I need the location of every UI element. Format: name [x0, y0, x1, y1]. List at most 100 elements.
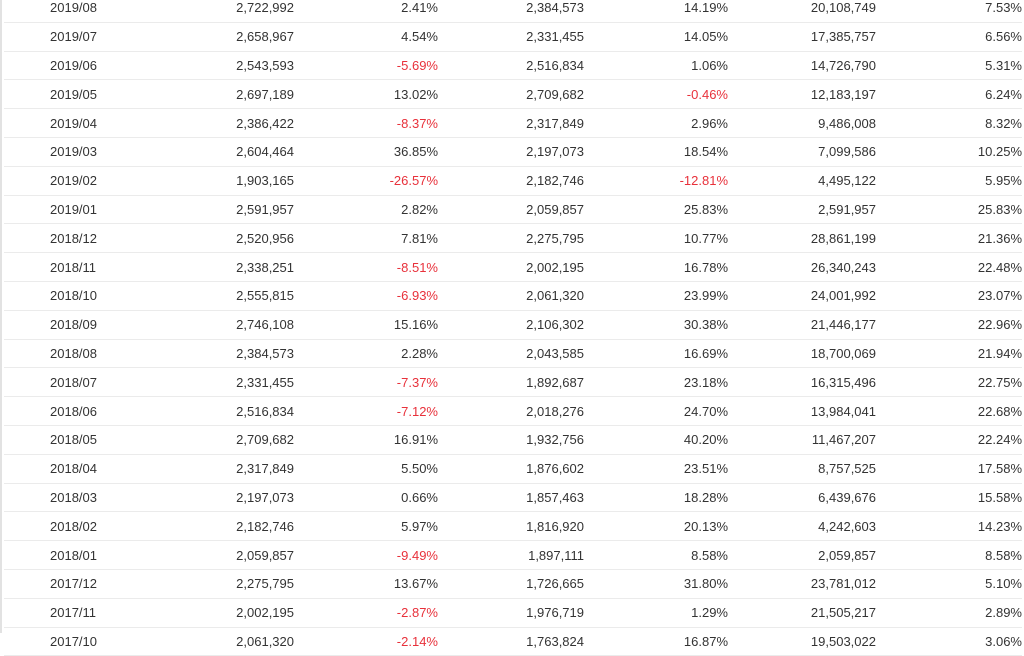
cumulative-pct-cell: 21.94% — [876, 339, 1022, 369]
cumulative-cell: 13,984,041 — [728, 396, 876, 426]
change-pct-cell: 2.28% — [294, 339, 438, 369]
cumulative-cell: 21,446,177 — [728, 310, 876, 340]
cumulative-pct-cell: 22.96% — [876, 310, 1022, 340]
table-row: 2018/03 2,197,073 0.66% 1,857,463 18.28% 6,43… — [4, 483, 1022, 513]
prior-value-cell: 1,876,602 — [438, 454, 584, 484]
yoy-pct-cell: 25.83% — [584, 195, 728, 225]
cumulative-cell: 11,467,207 — [728, 425, 876, 455]
month-cell: 2018/08 — [4, 339, 172, 369]
month-cell: 2018/07 — [4, 367, 172, 398]
table-row: 2018/01 2,059,857 -9.49% 1,897,111 8.58% 2,05… — [4, 540, 1022, 570]
cumulative-pct-cell: 6.24% — [876, 79, 1022, 110]
value-cell: 2,384,573 — [172, 339, 294, 369]
month-cell: 2018/04 — [4, 454, 172, 484]
change-pct-cell: -8.51% — [294, 252, 438, 282]
month-cell: 2018/10 — [4, 281, 172, 311]
month-cell: 2019/03 — [4, 137, 172, 167]
yoy-pct-cell: 23.51% — [584, 454, 728, 484]
value-cell: 2,002,195 — [172, 598, 294, 628]
yoy-pct-cell: 30.38% — [584, 310, 728, 340]
table-row: 2018/12 2,520,956 7.81% 2,275,795 10.77% 28,8… — [4, 223, 1022, 254]
value-cell: 2,275,795 — [172, 569, 294, 599]
yoy-pct-cell: 2.96% — [584, 108, 728, 138]
change-pct-cell: -2.87% — [294, 598, 438, 628]
cumulative-pct-cell: 6.56% — [876, 22, 1022, 52]
change-pct-cell: -26.57% — [294, 166, 438, 196]
prior-value-cell: 1,932,756 — [438, 425, 584, 455]
cumulative-pct-cell: 3.06% — [876, 627, 1022, 656]
table-row: 2019/07 2,658,967 4.54% 2,331,455 14.05% 17,3… — [4, 22, 1022, 52]
yoy-pct-cell: 18.28% — [584, 483, 728, 513]
cumulative-pct-cell: 14.23% — [876, 511, 1022, 542]
change-pct-cell: -5.69% — [294, 51, 438, 81]
month-cell: 2018/05 — [4, 425, 172, 455]
cumulative-pct-cell: 10.25% — [876, 137, 1022, 167]
table-row: 2019/05 2,697,189 13.02% 2,709,682 -0.46% 12,… — [4, 79, 1022, 110]
cumulative-cell: 26,340,243 — [728, 252, 876, 282]
table-row: 2017/12 2,275,795 13.67% 1,726,665 31.80% 23,… — [4, 569, 1022, 599]
value-cell: 2,331,455 — [172, 367, 294, 398]
cumulative-pct-cell: 22.75% — [876, 367, 1022, 398]
value-cell: 2,555,815 — [172, 281, 294, 311]
yoy-pct-cell: 8.58% — [584, 540, 728, 570]
change-pct-cell: -6.93% — [294, 281, 438, 311]
value-cell: 2,543,593 — [172, 51, 294, 81]
cumulative-cell: 4,242,603 — [728, 511, 876, 542]
prior-value-cell: 2,182,746 — [438, 166, 584, 196]
month-cell: 2019/01 — [4, 195, 172, 225]
yoy-pct-cell: 10.77% — [584, 223, 728, 254]
cumulative-cell: 12,183,197 — [728, 79, 876, 110]
change-pct-cell: -7.12% — [294, 396, 438, 426]
change-pct-cell: 13.67% — [294, 569, 438, 599]
yoy-pct-cell: 40.20% — [584, 425, 728, 455]
cumulative-cell: 8,757,525 — [728, 454, 876, 484]
table-row: 2019/06 2,543,593 -5.69% 2,516,834 1.06% 14,7… — [4, 51, 1022, 81]
change-pct-cell: 36.85% — [294, 137, 438, 167]
yoy-pct-cell: 1.06% — [584, 51, 728, 81]
cumulative-cell: 7,099,586 — [728, 137, 876, 167]
cumulative-pct-cell: 5.31% — [876, 51, 1022, 81]
yoy-pct-cell: 16.69% — [584, 339, 728, 369]
month-cell: 2017/10 — [4, 627, 172, 656]
cumulative-pct-cell: 8.58% — [876, 540, 1022, 570]
value-cell: 2,061,320 — [172, 627, 294, 656]
change-pct-cell: 7.81% — [294, 223, 438, 254]
table-row: 2018/08 2,384,573 2.28% 2,043,585 16.69% 18,7… — [4, 339, 1022, 369]
prior-value-cell: 1,857,463 — [438, 483, 584, 513]
prior-value-cell: 2,384,573 — [438, 0, 584, 23]
value-cell: 2,709,682 — [172, 425, 294, 455]
value-cell: 2,317,849 — [172, 454, 294, 484]
value-cell: 2,516,834 — [172, 396, 294, 426]
prior-value-cell: 1,726,665 — [438, 569, 584, 599]
cumulative-cell: 6,439,676 — [728, 483, 876, 513]
yoy-pct-cell: 20.13% — [584, 511, 728, 542]
value-cell: 2,604,464 — [172, 137, 294, 167]
prior-value-cell: 1,897,111 — [438, 540, 584, 570]
change-pct-cell: 5.50% — [294, 454, 438, 484]
yoy-pct-cell: 1.29% — [584, 598, 728, 628]
table-row: 2018/10 2,555,815 -6.93% 2,061,320 23.99% 24,… — [4, 281, 1022, 311]
cumulative-cell: 18,700,069 — [728, 339, 876, 369]
prior-value-cell: 2,002,195 — [438, 252, 584, 282]
yoy-pct-cell: 14.05% — [584, 22, 728, 52]
month-cell: 2017/11 — [4, 598, 172, 628]
change-pct-cell: 2.82% — [294, 195, 438, 225]
value-cell: 2,338,251 — [172, 252, 294, 282]
prior-value-cell: 2,197,073 — [438, 137, 584, 167]
change-pct-cell: -7.37% — [294, 367, 438, 398]
cumulative-pct-cell: 22.24% — [876, 425, 1022, 455]
month-cell: 2018/12 — [4, 223, 172, 254]
prior-value-cell: 1,976,719 — [438, 598, 584, 628]
table-row: 2018/04 2,317,849 5.50% 1,876,602 23.51% 8,75… — [4, 454, 1022, 484]
month-cell: 2018/01 — [4, 540, 172, 570]
cumulative-pct-cell: 5.10% — [876, 569, 1022, 599]
cumulative-cell: 24,001,992 — [728, 281, 876, 311]
cumulative-cell: 14,726,790 — [728, 51, 876, 81]
table-row: 2018/11 2,338,251 -8.51% 2,002,195 16.78% 26,… — [4, 252, 1022, 282]
prior-value-cell: 2,061,320 — [438, 281, 584, 311]
cumulative-cell: 16,315,496 — [728, 367, 876, 398]
table-row: 2017/10 2,061,320 -2.14% 1,763,824 16.87% 19,… — [4, 627, 1022, 656]
cumulative-cell: 2,059,857 — [728, 540, 876, 570]
prior-value-cell: 2,043,585 — [438, 339, 584, 369]
table-row: 2019/02 1,903,165 -26.57% 2,182,746 -12.81% 4… — [4, 166, 1022, 196]
